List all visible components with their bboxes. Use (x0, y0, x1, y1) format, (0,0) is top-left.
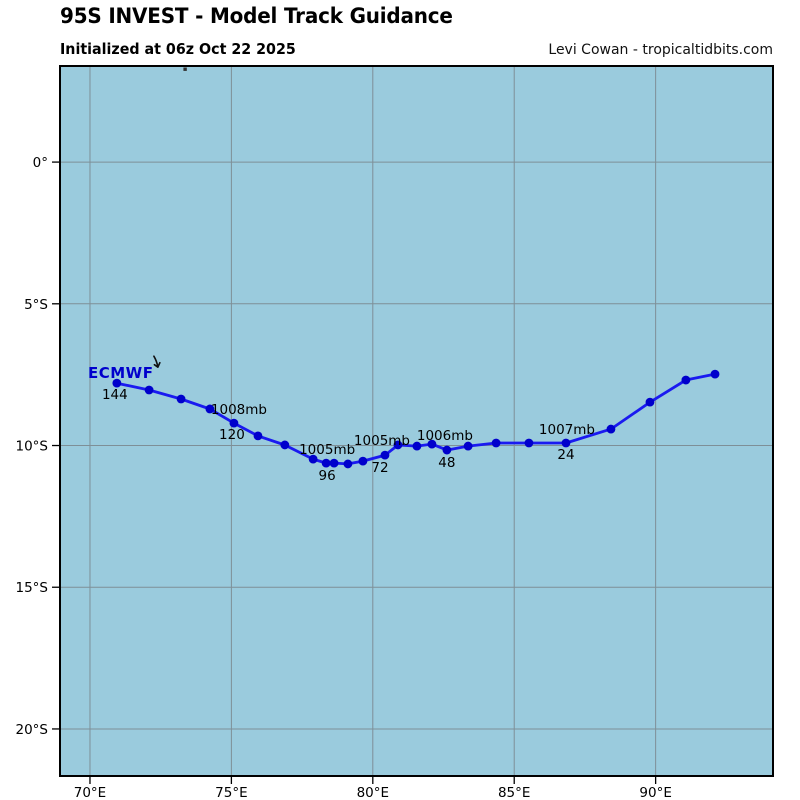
track-point (606, 424, 616, 434)
pressure-label: 1006mb (417, 428, 473, 444)
page-title: 95S INVEST - Model Track Guidance (60, 4, 453, 28)
track-point (427, 439, 437, 449)
x-tick-label: 70°E (74, 785, 106, 800)
y-tick-label: 15°S (16, 580, 49, 596)
track-point (524, 438, 534, 448)
y-tick-label: 10°S (16, 439, 49, 455)
model-name-label: ECMWF (88, 364, 153, 382)
y-tick-label: 20°S (16, 722, 49, 738)
y-tick-label: 5°S (24, 297, 48, 313)
hour-label: 96 (319, 468, 336, 484)
x-tick-label: 80°E (357, 785, 389, 800)
track-point (253, 431, 263, 441)
credit-label: Levi Cowan - tropicaltidbits.com (548, 42, 773, 58)
track-point (112, 378, 122, 388)
track-point (329, 458, 339, 468)
hour-label: 48 (438, 455, 455, 471)
track-point (463, 441, 473, 451)
pressure-label: 1005mb (299, 442, 355, 458)
track-point (710, 369, 720, 379)
x-tick-label: 85°E (498, 785, 530, 800)
hour-label: 144 (102, 387, 128, 403)
stray-mark (183, 67, 187, 71)
hour-label: 120 (219, 427, 245, 443)
track-point (645, 397, 655, 407)
track-point (176, 394, 186, 404)
pressure-label: 1005mb (354, 433, 410, 449)
track-point (321, 458, 331, 468)
x-tick-label: 90°E (639, 785, 671, 800)
pressure-label: 1007mb (539, 422, 595, 438)
track-point (308, 454, 318, 464)
track-point (380, 450, 390, 460)
track-point (393, 440, 403, 450)
hour-label: 24 (557, 447, 574, 463)
track-point (442, 445, 452, 455)
track-point (358, 456, 368, 466)
track-point (491, 438, 501, 448)
track-point (343, 459, 353, 469)
track-point (144, 385, 154, 395)
ocean-background (60, 66, 773, 776)
init-time-label: Initialized at 06z Oct 22 2025 (60, 40, 296, 58)
track-point (280, 440, 290, 450)
y-tick-label: 0° (33, 155, 48, 171)
track-point (412, 441, 422, 451)
plot-border (59, 65, 774, 777)
cursor-arrow-icon (153, 355, 161, 368)
x-tick-label: 75°E (215, 785, 247, 800)
pressure-label: 1008mb (211, 402, 267, 418)
hour-label: 72 (371, 460, 388, 476)
track-point (229, 418, 239, 428)
track-point (561, 438, 571, 448)
track-point (205, 404, 215, 414)
track-point (681, 375, 691, 385)
